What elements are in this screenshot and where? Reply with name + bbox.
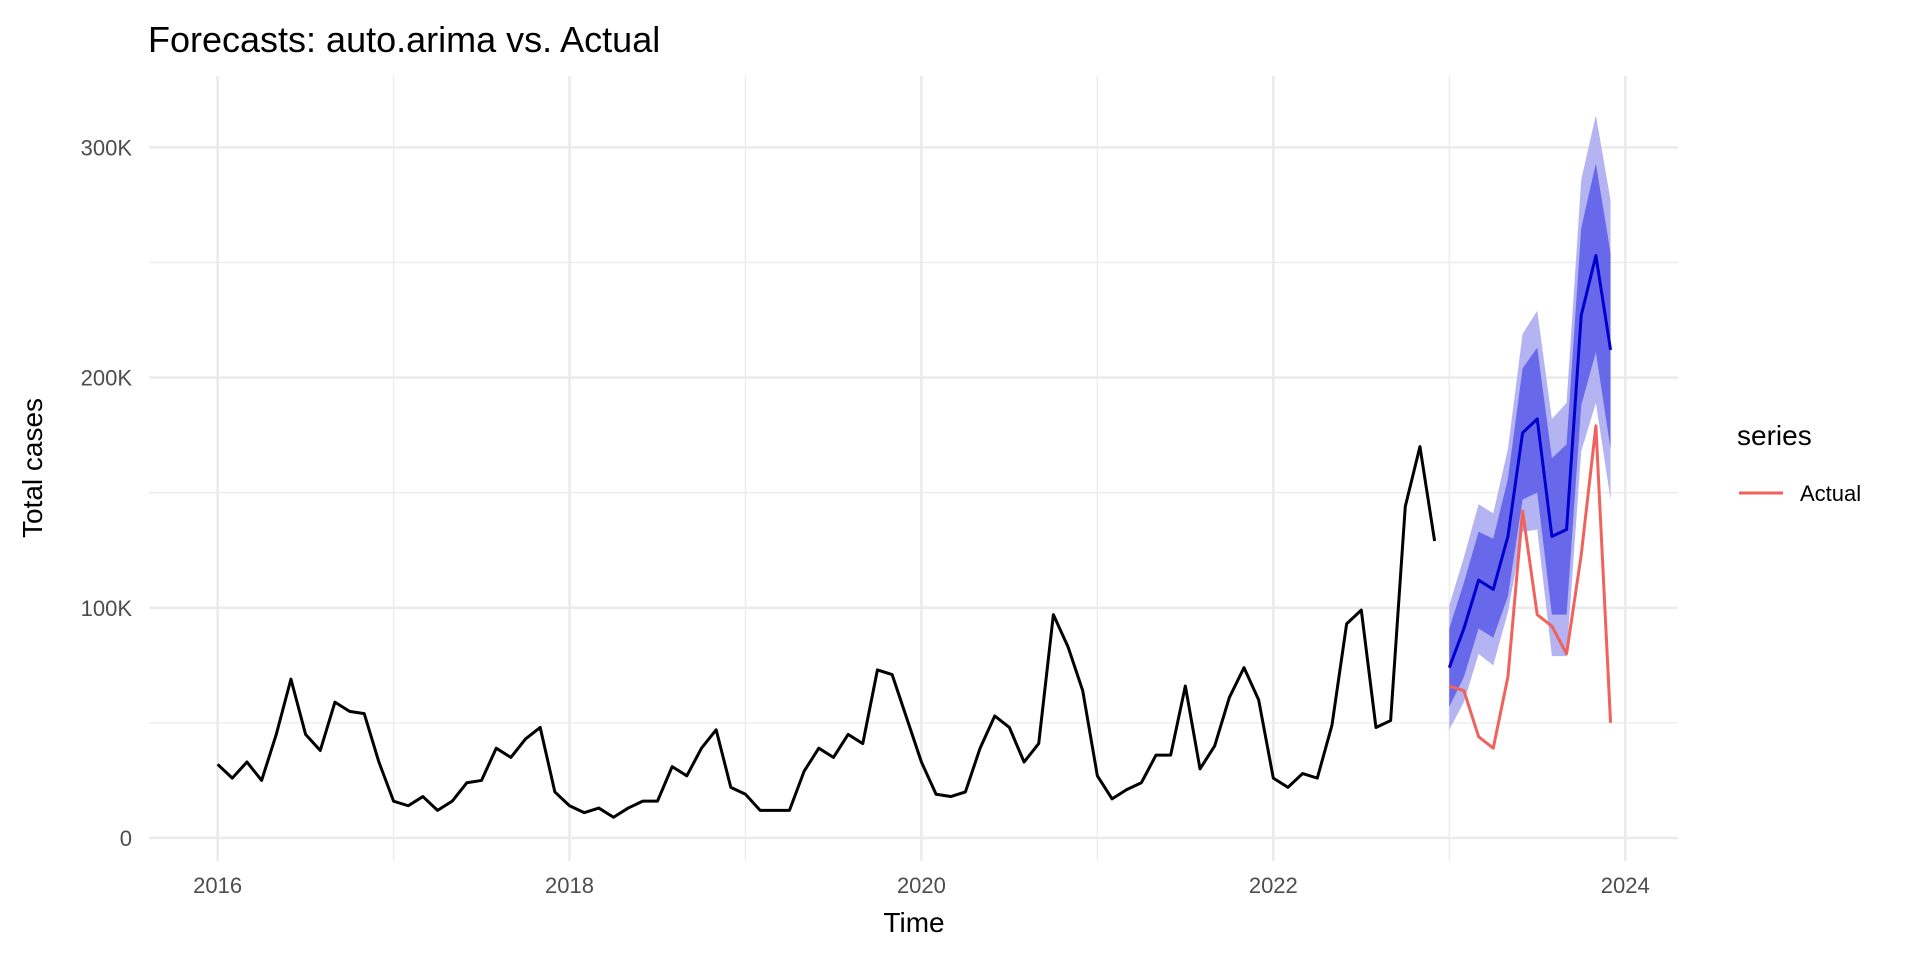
legend: series Actual xyxy=(1737,420,1861,506)
actual-line xyxy=(1448,424,1613,750)
tick-labels: 2016 2018 2020 2022 2024 0 100K 200K 300K xyxy=(81,135,1650,898)
chart-title: Forecasts: auto.arima vs. Actual xyxy=(148,19,660,60)
x-tick-label: 2018 xyxy=(545,873,594,898)
x-tick-label: 2024 xyxy=(1601,873,1650,898)
legend-title: series xyxy=(1737,420,1812,451)
history-line xyxy=(216,445,1437,819)
x-tick-label: 2016 xyxy=(193,873,242,898)
forecast-bands xyxy=(1449,115,1611,730)
forecast-mean-line xyxy=(1447,254,1613,669)
y-tick-label: 300K xyxy=(81,135,133,160)
y-tick-label: 100K xyxy=(81,596,133,621)
series-lines xyxy=(216,254,1613,819)
x-tick-label: 2022 xyxy=(1249,873,1298,898)
grid xyxy=(149,76,1678,861)
x-axis-title: Time xyxy=(883,907,944,938)
y-axis-title: Total cases xyxy=(17,398,48,538)
x-tick-label: 2020 xyxy=(897,873,946,898)
legend-label-actual: Actual xyxy=(1800,481,1861,506)
y-tick-label: 0 xyxy=(120,826,132,851)
y-tick-label: 200K xyxy=(81,366,133,391)
band-80 xyxy=(1449,163,1611,707)
